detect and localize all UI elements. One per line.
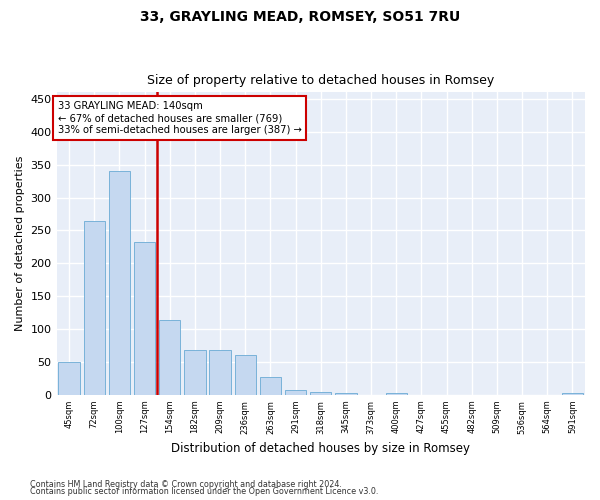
Text: 33 GRAYLING MEAD: 140sqm
← 67% of detached houses are smaller (769)
33% of semi-: 33 GRAYLING MEAD: 140sqm ← 67% of detach…	[58, 102, 301, 134]
Bar	[184, 350, 206, 395]
Bar	[209, 350, 231, 395]
Bar	[235, 356, 256, 395]
X-axis label: Distribution of detached houses by size in Romsey: Distribution of detached houses by size …	[171, 442, 470, 455]
Bar	[159, 320, 181, 395]
Title: Size of property relative to detached houses in Romsey: Size of property relative to detached ho…	[147, 74, 494, 87]
Bar	[386, 394, 407, 395]
Bar	[335, 394, 356, 395]
Text: Contains HM Land Registry data © Crown copyright and database right 2024.: Contains HM Land Registry data © Crown c…	[30, 480, 342, 489]
Text: Contains public sector information licensed under the Open Government Licence v3: Contains public sector information licen…	[30, 487, 379, 496]
Bar	[134, 242, 155, 395]
Bar	[260, 377, 281, 395]
Text: 33, GRAYLING MEAD, ROMSEY, SO51 7RU: 33, GRAYLING MEAD, ROMSEY, SO51 7RU	[140, 10, 460, 24]
Bar	[58, 362, 80, 395]
Bar	[109, 171, 130, 395]
Y-axis label: Number of detached properties: Number of detached properties	[15, 156, 25, 332]
Bar	[310, 392, 331, 395]
Bar	[285, 390, 307, 395]
Bar	[83, 220, 105, 395]
Bar	[562, 394, 583, 395]
